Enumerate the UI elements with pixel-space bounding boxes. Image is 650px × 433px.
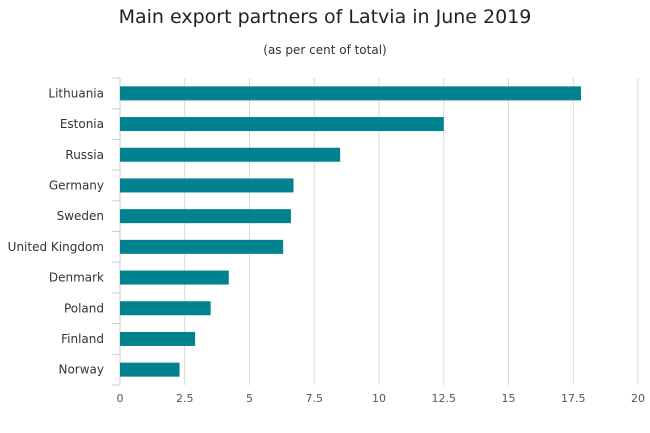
bar [120, 301, 211, 316]
x-tick-label: 12.5 [432, 392, 457, 405]
x-tick-label: 17.5 [561, 392, 586, 405]
x-tick-label: 0 [117, 392, 124, 405]
bar [120, 239, 284, 254]
bar [120, 331, 196, 346]
x-tick-label: 10 [372, 392, 386, 405]
category-label: United Kingdom [8, 240, 104, 254]
bar [120, 117, 444, 132]
x-tick-labels: 0 2.5 5 7.5 10 12.5 15 17.5 20 [117, 392, 646, 405]
x-tick-label: 2.5 [176, 392, 194, 405]
x-tick-label: 20 [631, 392, 645, 405]
bar [120, 147, 341, 162]
bar [120, 270, 229, 285]
category-label: Russia [65, 148, 104, 162]
bar [120, 209, 291, 224]
category-label: Sweden [57, 209, 104, 223]
category-label: Norway [58, 363, 104, 377]
category-label: Denmark [49, 271, 104, 285]
x-tick-label: 5 [246, 392, 253, 405]
category-label: Finland [61, 332, 104, 346]
category-label: Estonia [60, 117, 104, 131]
chart-title: Main export partners of Latvia in June 2… [118, 6, 532, 28]
bar [120, 86, 582, 101]
bar [120, 178, 294, 193]
bar [120, 362, 180, 377]
x-tick-label: 7.5 [306, 392, 324, 405]
chart-subtitle: (as per cent of total) [263, 43, 387, 57]
bars [120, 86, 582, 377]
x-tick-label: 15 [502, 392, 516, 405]
category-label: Germany [49, 178, 104, 192]
category-labels: Lithuania Estonia Russia Germany Sweden Unite… [8, 86, 104, 376]
category-label: Poland [64, 301, 104, 315]
category-label: Lithuania [48, 86, 104, 100]
